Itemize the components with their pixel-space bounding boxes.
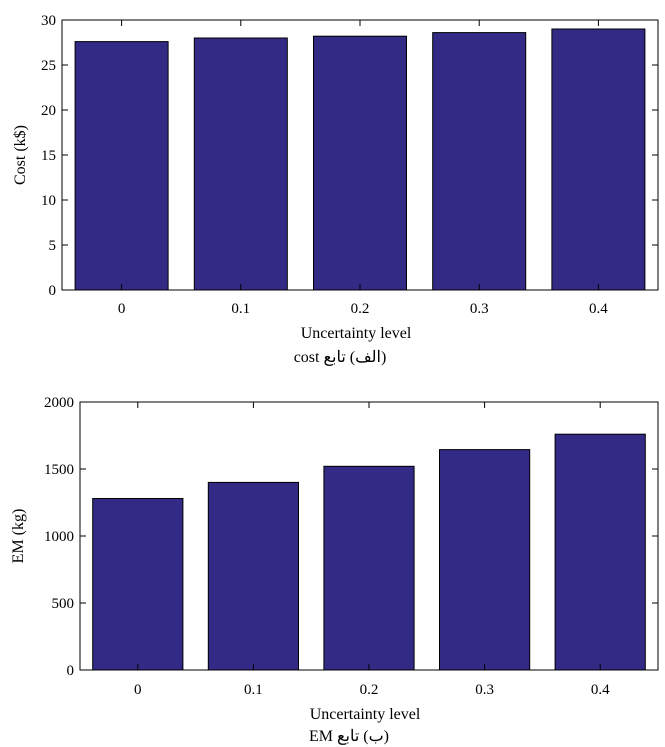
y-axis-label: EM (kg) — [10, 509, 27, 564]
x-tick-label: 0.3 — [470, 301, 489, 317]
x-tick-label: 0.4 — [589, 301, 608, 317]
x-tick-label: 0.2 — [360, 682, 379, 698]
bar-0.3 — [439, 449, 531, 671]
em-chart: 0 500 1000 1500 2000 0 0.1 0.2 0.3 0.4 EM (kg) Unce… — [10, 395, 659, 745]
y-tick-label: 0 — [67, 663, 75, 679]
x-tick-label: 0.4 — [591, 682, 610, 698]
figure-caption: (الف) تابع cost — [294, 349, 387, 366]
y-tick-label: 25 — [41, 58, 56, 74]
y-tick-label: 5 — [49, 238, 57, 254]
bar-0.1 — [193, 37, 288, 291]
y-tick-label: 10 — [41, 193, 56, 209]
bar-0.4 — [551, 28, 646, 291]
bar-0.2 — [313, 35, 407, 291]
x-tick-label: 0 — [134, 682, 142, 698]
y-tick-label: 20 — [41, 103, 56, 119]
y-axis-label: Cost (k$) — [12, 125, 29, 185]
x-tick-label: 0.3 — [475, 682, 494, 698]
y-tick-label: 30 — [41, 13, 56, 29]
x-tick-label: 0.1 — [231, 301, 250, 317]
bar-0.4 — [554, 433, 646, 671]
x-tick-label: 0.1 — [244, 682, 263, 698]
bar-0 — [92, 498, 184, 671]
y-tick-label: 1500 — [44, 462, 74, 478]
x-axis-label: Uncertainty level — [310, 706, 421, 723]
y-tick-label: 0 — [49, 283, 57, 299]
cost-chart: 0 5 10 15 20 25 30 0 0.1 0.2 0.3 0.4 Cost (k$) Uncert… — [12, 13, 659, 366]
x-tick-label: 0.2 — [351, 301, 370, 317]
y-tick-label: 2000 — [44, 395, 74, 411]
figure-caption: (ب) تابع EM — [309, 728, 389, 745]
x-axis-label: Uncertainty level — [301, 325, 412, 342]
bar-0.3 — [432, 32, 527, 291]
bar-0.1 — [207, 481, 299, 671]
bar-0.2 — [323, 465, 415, 671]
y-tick-label: 500 — [52, 596, 75, 612]
bar-0 — [74, 41, 169, 291]
y-tick-label: 1000 — [44, 529, 74, 545]
y-tick-label: 15 — [41, 148, 56, 164]
x-tick-label: 0 — [118, 301, 126, 317]
